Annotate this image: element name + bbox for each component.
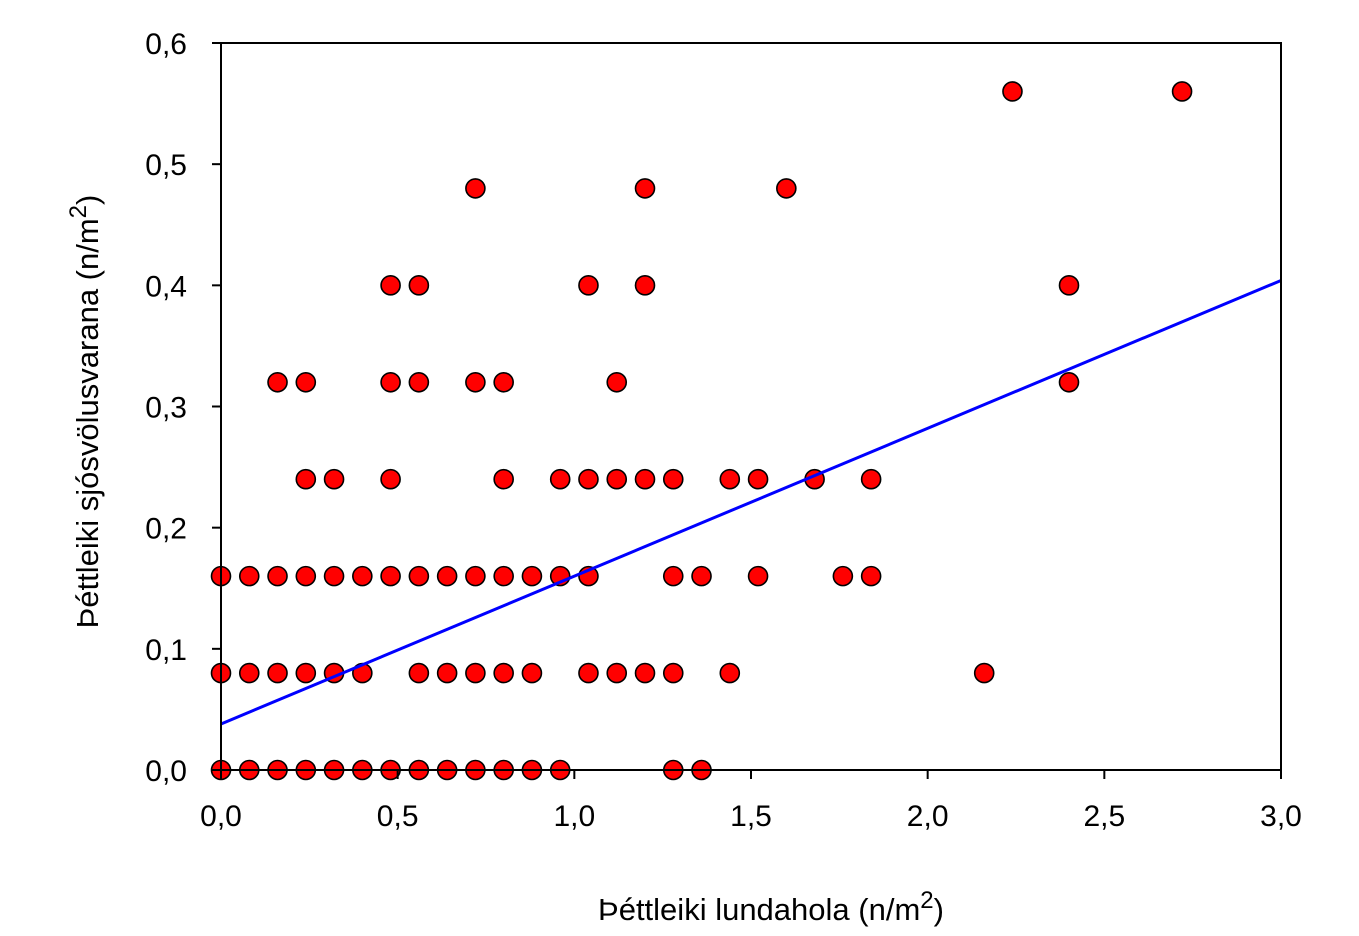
y-tick-label: 0,5 [145,149,187,182]
y-tick-label: 0,4 [145,270,187,303]
x-axis: 0,0 0,5 1,0 1,5 2,0 2,5 3,0 [200,770,1302,833]
data-point [238,565,260,587]
x-tick-label: 1,5 [730,800,772,833]
data-point [549,468,571,490]
data-point [747,565,769,587]
data-point [323,468,345,490]
data-point [719,662,741,684]
data-point [295,565,317,587]
data-point [493,468,514,490]
x-tick-label: 3,0 [1260,800,1302,833]
data-point [719,468,741,490]
data-point [634,468,656,490]
x-axis-title: Þéttleiki lundahola (n/m2) [598,887,944,927]
y-axis-title: Þéttleiki sjósvölusvarana (n/m2) [65,195,105,629]
data-point [662,662,684,684]
y-tick-label: 0,3 [145,392,187,425]
data-point [352,565,373,587]
y-tick-label: 0,2 [145,513,187,546]
data-point [521,565,543,587]
x-tick-label: 0,5 [377,800,419,833]
data-point [465,565,486,587]
data-point [1058,371,1080,393]
data-point [606,371,628,393]
data-point [1002,81,1023,102]
data-point [267,662,288,684]
data-point [634,275,656,296]
y-tick-label: 0,0 [145,755,187,788]
data-point [267,371,288,393]
data-point [662,565,684,587]
x-tick-label: 0,0 [200,800,242,833]
data-point [295,662,317,684]
trend-line [220,279,1282,726]
data-point [606,468,628,490]
data-point [465,662,486,684]
data-point [634,178,656,199]
data-point [578,275,599,296]
data-point [493,662,514,684]
data-point [662,468,684,490]
data-point [408,371,430,393]
data-point [578,468,599,490]
data-point [493,565,514,587]
data-point [436,662,458,684]
data-point [436,565,458,587]
data-point [832,565,854,587]
plot-frame [220,42,1282,771]
data-point [1058,275,1080,296]
data-point [776,178,797,199]
data-point [408,565,430,587]
data-point [493,371,514,393]
x-tick-label: 2,5 [1083,800,1125,833]
data-point [578,662,599,684]
data-point [408,275,430,296]
data-point [634,662,656,684]
y-tick-label: 0,1 [145,634,187,667]
data-point [465,371,486,393]
data-point [295,468,317,490]
data-point [465,178,486,199]
x-tick-label: 1,0 [553,800,595,833]
y-tick-label: 0,6 [145,28,187,61]
data-point [860,468,882,490]
data-point [238,662,260,684]
data-point [380,565,401,587]
x-tick-label: 2,0 [907,800,949,833]
data-point [408,662,430,684]
data-point [973,662,995,684]
data-point [691,565,712,587]
y-axis: 0,0 0,1 0,2 0,3 0,4 0,5 0,6 [145,28,221,788]
chart-marks [210,81,1282,781]
data-point [521,662,543,684]
data-point [267,565,288,587]
data-point [747,468,769,490]
data-point [323,565,345,587]
data-point [606,662,628,684]
data-point [295,371,317,393]
data-point [380,371,401,393]
data-point [860,565,882,587]
data-point [1171,81,1193,102]
data-point [380,275,401,296]
data-point [380,468,401,490]
